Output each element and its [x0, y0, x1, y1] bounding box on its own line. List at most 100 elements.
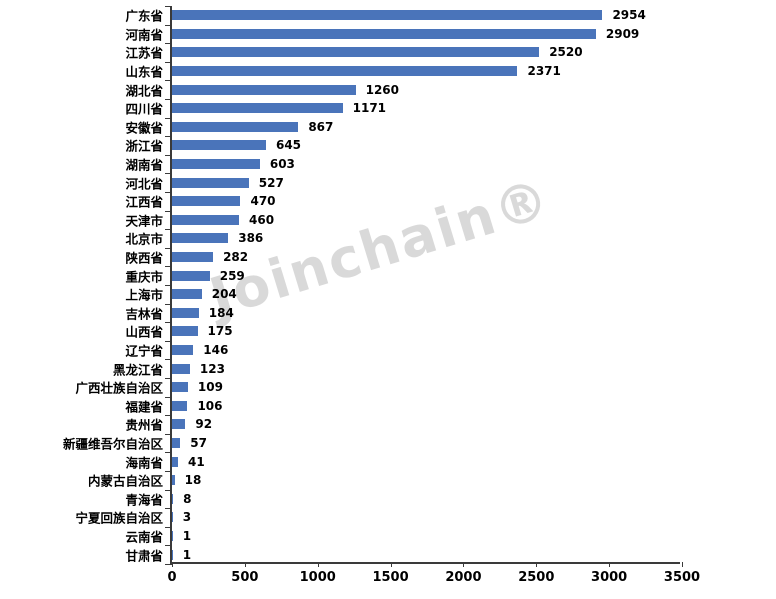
- value-label: 41: [187, 454, 205, 469]
- bar: [172, 66, 518, 77]
- bar: [172, 363, 190, 374]
- bar: [172, 512, 173, 523]
- category-label: 甘肃省: [125, 548, 163, 564]
- bar: [172, 252, 214, 263]
- x-tick-label: 3500: [663, 570, 701, 585]
- bar-row: 山西省 175: [125, 322, 680, 341]
- x-axis-tick: [536, 562, 538, 567]
- category-label: 北京市: [125, 231, 163, 247]
- bar-row: 江苏省 2520: [125, 43, 680, 62]
- category-label: 广东省: [125, 8, 163, 24]
- bar: [172, 475, 175, 486]
- value-label: 92: [195, 417, 213, 432]
- bar-row: 海南省 41: [125, 452, 680, 471]
- x-axis-tick: [463, 562, 465, 567]
- bar-row: 云南省 1: [125, 527, 680, 546]
- y-axis-tick: [165, 24, 172, 26]
- category-label: 湖南省: [125, 157, 163, 173]
- category-label: 吉林省: [125, 306, 163, 322]
- value-label: 106: [197, 398, 223, 413]
- value-label: 1260: [365, 82, 399, 97]
- category-label: 陕西省: [125, 250, 163, 266]
- bar: [172, 419, 186, 430]
- value-label: 2954: [612, 8, 646, 23]
- category-label: 黑龙江省: [112, 362, 163, 378]
- y-axis-tick: [165, 489, 172, 491]
- category-label: 江西省: [125, 194, 163, 210]
- category-label: 天津市: [125, 213, 163, 229]
- bar-row: 陕西省 282: [125, 248, 680, 267]
- bar-row: 新疆维吾尔自治区 57: [63, 434, 680, 453]
- y-axis-tick: [165, 564, 172, 565]
- y-axis-tick: [165, 210, 172, 212]
- y-axis-tick: [165, 154, 172, 156]
- bar-row: 重庆市 259: [125, 266, 680, 285]
- bar: [172, 456, 178, 467]
- y-axis-tick: [165, 229, 172, 231]
- category-label: 安徽省: [125, 120, 163, 136]
- y-axis-tick: [165, 526, 172, 528]
- bar-row: 湖北省 1260: [125, 80, 680, 99]
- value-label: 386: [238, 231, 264, 246]
- y-axis-tick: [165, 378, 172, 379]
- x-axis-tick: [172, 562, 173, 567]
- x-axis-tick: [609, 562, 611, 567]
- value-label: 470: [250, 194, 276, 209]
- bar-row: 吉林省 184: [125, 304, 680, 323]
- x-axis-tick: [682, 562, 683, 567]
- y-axis-tick: [165, 396, 172, 398]
- x-tick-label: 0: [167, 570, 177, 585]
- bar: [172, 196, 241, 207]
- y-axis-tick: [165, 452, 172, 454]
- bar: [172, 233, 229, 244]
- value-label: 645: [275, 138, 302, 153]
- bar: [172, 270, 210, 281]
- y-axis-tick: [165, 43, 172, 45]
- bar-row: 北京市 386: [125, 229, 680, 248]
- bar: [172, 214, 240, 225]
- y-axis-tick: [165, 80, 172, 82]
- value-label: 282: [223, 250, 249, 265]
- bar: [172, 159, 260, 170]
- bar: [172, 177, 249, 188]
- y-axis-tick: [165, 415, 172, 417]
- value-label: 1: [182, 529, 192, 544]
- category-label: 广西壮族自治区: [75, 380, 163, 396]
- bar-row: 安徽省 867: [125, 118, 680, 137]
- bar: [172, 84, 356, 95]
- y-axis-tick: [165, 508, 172, 510]
- category-label: 上海市: [125, 287, 163, 303]
- category-label: 海南省: [125, 455, 163, 471]
- value-label: 184: [208, 305, 234, 320]
- y-axis-tick: [165, 247, 172, 249]
- bar-row: 广西壮族自治区 109: [75, 378, 680, 397]
- bar: [172, 121, 299, 132]
- bar: [172, 345, 194, 356]
- bar: [172, 28, 596, 39]
- value-label: 1: [182, 547, 192, 562]
- value-label: 2909: [605, 26, 640, 41]
- value-label: 18: [184, 473, 202, 488]
- bar-row: 宁夏回族自治区 3: [75, 508, 680, 527]
- y-axis-tick: [165, 266, 172, 268]
- bar: [172, 326, 198, 337]
- x-axis-tick: [244, 562, 246, 567]
- value-label: 57: [190, 436, 207, 451]
- x-tick-label: 1500: [372, 570, 409, 585]
- category-label: 重庆市: [125, 269, 163, 285]
- category-label: 新疆维吾尔自治区: [62, 436, 163, 452]
- category-label: 浙江省: [125, 138, 163, 154]
- x-tick-label: 2500: [518, 570, 555, 585]
- y-axis-tick: [165, 285, 172, 286]
- bar-row: 山东省 2371: [125, 62, 680, 81]
- y-axis-tick: [165, 6, 172, 7]
- category-label: 宁夏回族自治区: [75, 510, 163, 526]
- bar-row: 福建省 106: [125, 397, 680, 416]
- category-label: 云南省: [125, 529, 163, 545]
- y-axis-tick: [165, 322, 172, 324]
- category-label: 河南省: [125, 27, 163, 43]
- y-axis-tick: [165, 136, 172, 138]
- bar: [172, 307, 199, 318]
- category-label: 福建省: [125, 399, 163, 415]
- y-axis-tick: [165, 192, 172, 193]
